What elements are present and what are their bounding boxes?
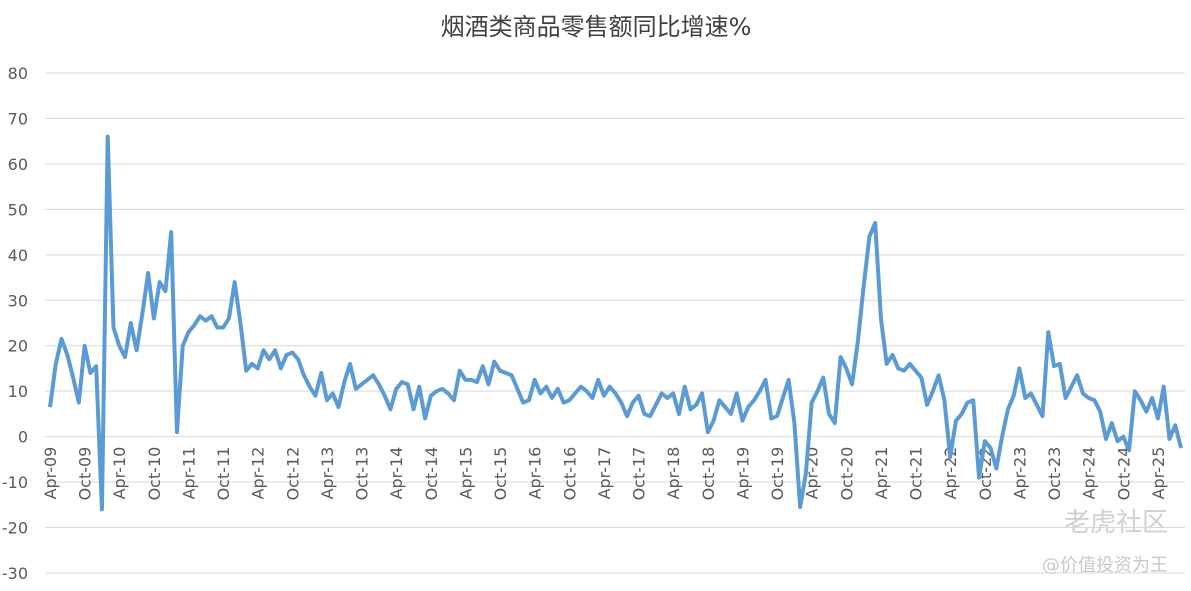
x-tick-label: Apr-17 bbox=[595, 447, 614, 500]
y-tick-label: -20 bbox=[2, 519, 28, 538]
x-tick-label: Oct-17 bbox=[630, 447, 649, 501]
x-tick-label: Oct-23 bbox=[1045, 447, 1064, 501]
y-tick-label: -10 bbox=[2, 473, 28, 492]
watermark: @价值投资为王 bbox=[1042, 555, 1168, 576]
x-tick-label: Oct-11 bbox=[214, 447, 233, 501]
x-tick-label: Oct-19 bbox=[768, 447, 787, 501]
x-tick-label: Apr-13 bbox=[318, 447, 337, 500]
plot: -30 -20 -10 0 10 20 30 40 50 60 70 80 Apr-09 Oct-09 Ap… bbox=[2, 64, 1185, 583]
x-tick-label: Oct-21 bbox=[907, 447, 926, 501]
x-tick-label: Apr-12 bbox=[249, 447, 268, 500]
x-tick-label: Oct-15 bbox=[491, 447, 510, 501]
y-tick-label: 60 bbox=[8, 155, 28, 174]
x-tick-label: Apr-22 bbox=[941, 447, 960, 500]
x-tick-label: Apr-14 bbox=[387, 447, 406, 500]
x-tick-label: Oct-09 bbox=[76, 447, 95, 501]
x-tick-label: Oct-20 bbox=[837, 447, 856, 501]
x-tick-label: Apr-15 bbox=[456, 447, 475, 500]
x-tick-label: Apr-24 bbox=[1080, 447, 1099, 500]
chart-title: 烟酒类商品零售额同比增速% bbox=[441, 13, 752, 41]
y-tick-label: 30 bbox=[8, 291, 28, 310]
x-tick-label: Oct-16 bbox=[560, 447, 579, 501]
y-tick-label: -30 bbox=[2, 564, 28, 583]
y-tick-label: 40 bbox=[8, 246, 28, 265]
x-tick-label: Apr-21 bbox=[872, 447, 891, 500]
x-tick-label: Oct-24 bbox=[1114, 447, 1133, 501]
x-tick-label: Apr-10 bbox=[110, 447, 129, 500]
x-tick-label: Apr-23 bbox=[1010, 447, 1029, 500]
x-tick-label: Oct-14 bbox=[422, 447, 441, 501]
y-tick-label: 10 bbox=[8, 382, 28, 401]
x-tick-label: Oct-13 bbox=[353, 447, 372, 501]
x-tick-label: Oct-18 bbox=[699, 447, 718, 501]
x-tick-label: Apr-18 bbox=[664, 447, 683, 500]
x-tick-label: Apr-16 bbox=[526, 447, 545, 500]
x-tick-label: Apr-25 bbox=[1149, 447, 1168, 500]
x-tick-label: Oct-10 bbox=[145, 447, 164, 501]
y-tick-label: 0 bbox=[18, 428, 28, 447]
y-tick-label: 70 bbox=[8, 109, 28, 128]
x-tick-label: Oct-12 bbox=[283, 447, 302, 501]
x-tick-label: Apr-11 bbox=[179, 447, 198, 500]
x-tick-label: Apr-09 bbox=[41, 447, 60, 500]
watermark: 老虎社区 bbox=[1064, 508, 1168, 538]
y-tick-label: 50 bbox=[8, 200, 28, 219]
data-line bbox=[48, 134, 1183, 512]
y-tick-label: 20 bbox=[8, 337, 28, 356]
y-tick-label: 80 bbox=[8, 64, 28, 83]
x-tick-label: Apr-19 bbox=[733, 447, 752, 500]
